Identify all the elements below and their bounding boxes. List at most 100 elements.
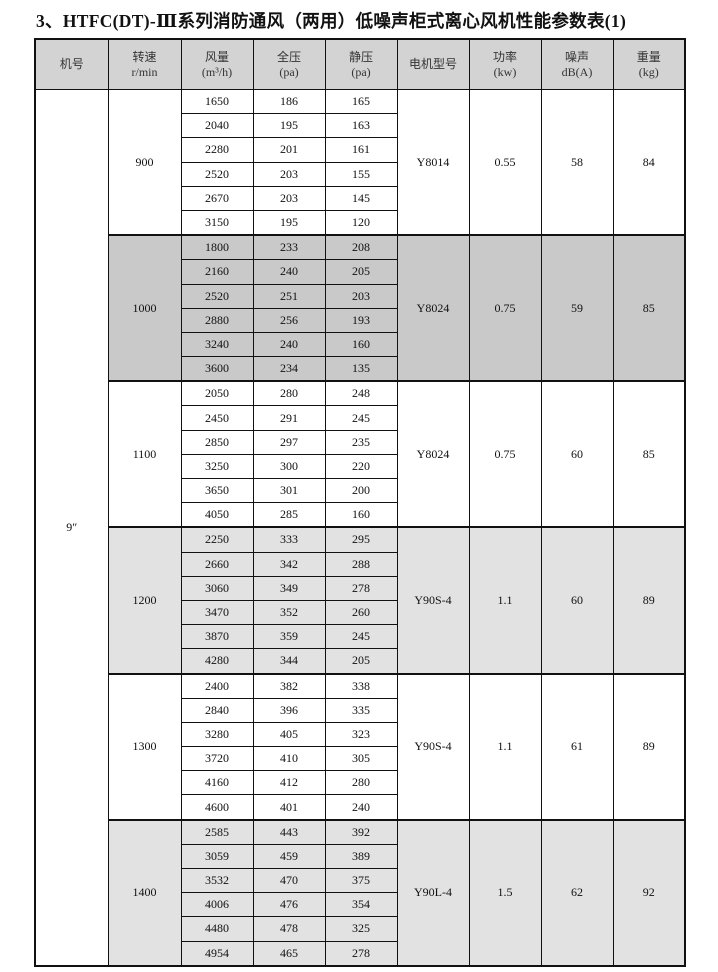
performance-table: 机号 转速 r/min 风量 (m³/h) 全压 (pa) 静压 (pa) 电机型号 功率 (kw) 噪… [34,38,686,967]
header-unit: (kw) [493,64,517,79]
power-cell: 0.55 [468,89,542,236]
weight-cell: 89 [612,672,686,821]
airflow-cell: 3870 [180,624,254,650]
total-pressure-cell: 465 [252,940,326,967]
total-pressure-cell: 203 [252,161,326,187]
total-pressure-cell: 470 [252,867,326,894]
speed-cell: 1400 [107,818,182,967]
airflow-cell: 1650 [180,88,254,115]
static-pressure-cell: 220 [324,453,398,480]
static-pressure-cell: 325 [324,916,398,942]
total-pressure-cell: 297 [252,429,326,455]
table-row: 2160 240 205 [35,259,685,285]
header-label: 全压 [276,49,301,64]
total-pressure-cell: 285 [252,502,326,528]
total-pressure-cell: 240 [252,331,326,358]
static-pressure-cell: 205 [324,648,398,674]
static-pressure-cell: 335 [324,697,398,723]
table-row: 2280 201 161 [35,137,685,163]
static-pressure-cell: 145 [324,185,398,211]
header-unit: (kg) [638,64,659,79]
airflow-cell: 3250 [180,453,254,480]
column-header: 电机型号 [396,38,470,90]
column-header: 全压 (pa) [252,38,326,90]
total-pressure-cell: 443 [252,818,326,845]
airflow-cell: 2660 [180,551,254,577]
total-pressure-cell: 195 [252,113,326,139]
column-header: 功率 (kw) [468,38,542,90]
header-unit: r/min [131,64,158,79]
table-row: 3060 349 278 [35,575,685,601]
power-cell: 1.5 [468,818,542,967]
table-row: 2040 195 163 [35,113,685,139]
table-row: 1200 2250 333 295 Y90S-4 1.1 60 89 [35,526,686,675]
airflow-cell: 2520 [180,283,254,309]
total-pressure-cell: 382 [252,672,326,699]
table-row: 4280 344 205 [35,648,685,674]
column-header: 转速 r/min [107,38,182,90]
machine-number-cell: 9″ [34,88,109,967]
total-pressure-cell: 280 [252,380,326,407]
table-row: 2670 203 145 [35,185,685,211]
header-label: 机号 [59,57,84,71]
total-pressure-cell: 476 [252,892,326,918]
table-row: 3532 470 375 [35,867,685,894]
static-pressure-cell: 278 [324,575,398,601]
static-pressure-cell: 278 [324,940,398,967]
total-pressure-cell: 291 [252,405,326,431]
page-title: 3、HTFC(DT)-Ⅲ系列消防通风（两用）低噪声柜式离心风机性能参数表(1) [36,11,627,31]
static-pressure-cell: 135 [324,356,398,382]
airflow-cell: 2840 [180,697,254,723]
static-pressure-cell: 235 [324,429,398,455]
motor-model-cell: Y8024 [396,380,470,528]
speed-cell: 1200 [107,526,182,675]
power-cell: 0.75 [468,380,542,528]
column-header: 风量 (m³/h) [180,38,254,90]
airflow-cell: 3150 [180,209,254,236]
header-label: 重量 [636,49,661,64]
airflow-cell: 3532 [180,867,254,894]
speed-cell: 1300 [107,672,182,821]
static-pressure-cell: 245 [324,405,398,431]
total-pressure-cell: 301 [252,477,326,504]
motor-model-cell: Y8024 [396,234,470,382]
column-header: 静压 (pa) [324,38,398,90]
airflow-cell: 4160 [180,770,254,796]
weight-cell: 84 [612,89,686,236]
airflow-cell: 2520 [180,161,254,187]
static-pressure-cell: 240 [324,794,398,821]
weight-cell: 85 [612,234,686,382]
header-label: 转速 [132,49,157,64]
column-header: 机号 [34,38,109,90]
power-cell: 0.75 [468,234,542,382]
table-row: 4050 285 160 [35,502,685,528]
table-row: 1400 2585 443 392 Y90L-4 1.5 62 92 [35,818,686,967]
total-pressure-cell: 405 [252,721,326,748]
airflow-cell: 3600 [180,356,254,382]
total-pressure-cell: 459 [252,843,326,870]
airflow-cell: 2040 [180,113,254,139]
static-pressure-cell: 165 [324,88,398,115]
total-pressure-cell: 349 [252,575,326,601]
table-row: 3600 234 135 [35,356,685,382]
static-pressure-cell: 323 [324,721,398,748]
speed-cell: 900 [107,89,182,236]
total-pressure-cell: 186 [252,88,326,115]
header-label: 功率 [492,49,517,64]
static-pressure-cell: 200 [324,477,398,504]
static-pressure-cell: 120 [324,209,398,236]
static-pressure-cell: 160 [324,331,398,358]
airflow-cell: 2160 [180,259,254,285]
table-row: 9″ 900 1650 186 165 Y8014 0.55 58 84 [34,88,686,967]
noise-cell: 62 [540,818,614,967]
header-unit: dB(A) [561,64,593,79]
static-pressure-cell: 389 [324,843,398,870]
static-pressure-cell: 193 [324,307,398,333]
airflow-cell: 2880 [180,307,254,333]
table-row: 2850 297 235 [35,429,685,455]
static-pressure-cell: 260 [324,599,398,626]
motor-model-cell: Y90L-4 [396,818,470,967]
airflow-cell: 2585 [180,818,254,845]
total-pressure-cell: 412 [252,770,326,796]
airflow-cell: 4050 [180,502,254,528]
